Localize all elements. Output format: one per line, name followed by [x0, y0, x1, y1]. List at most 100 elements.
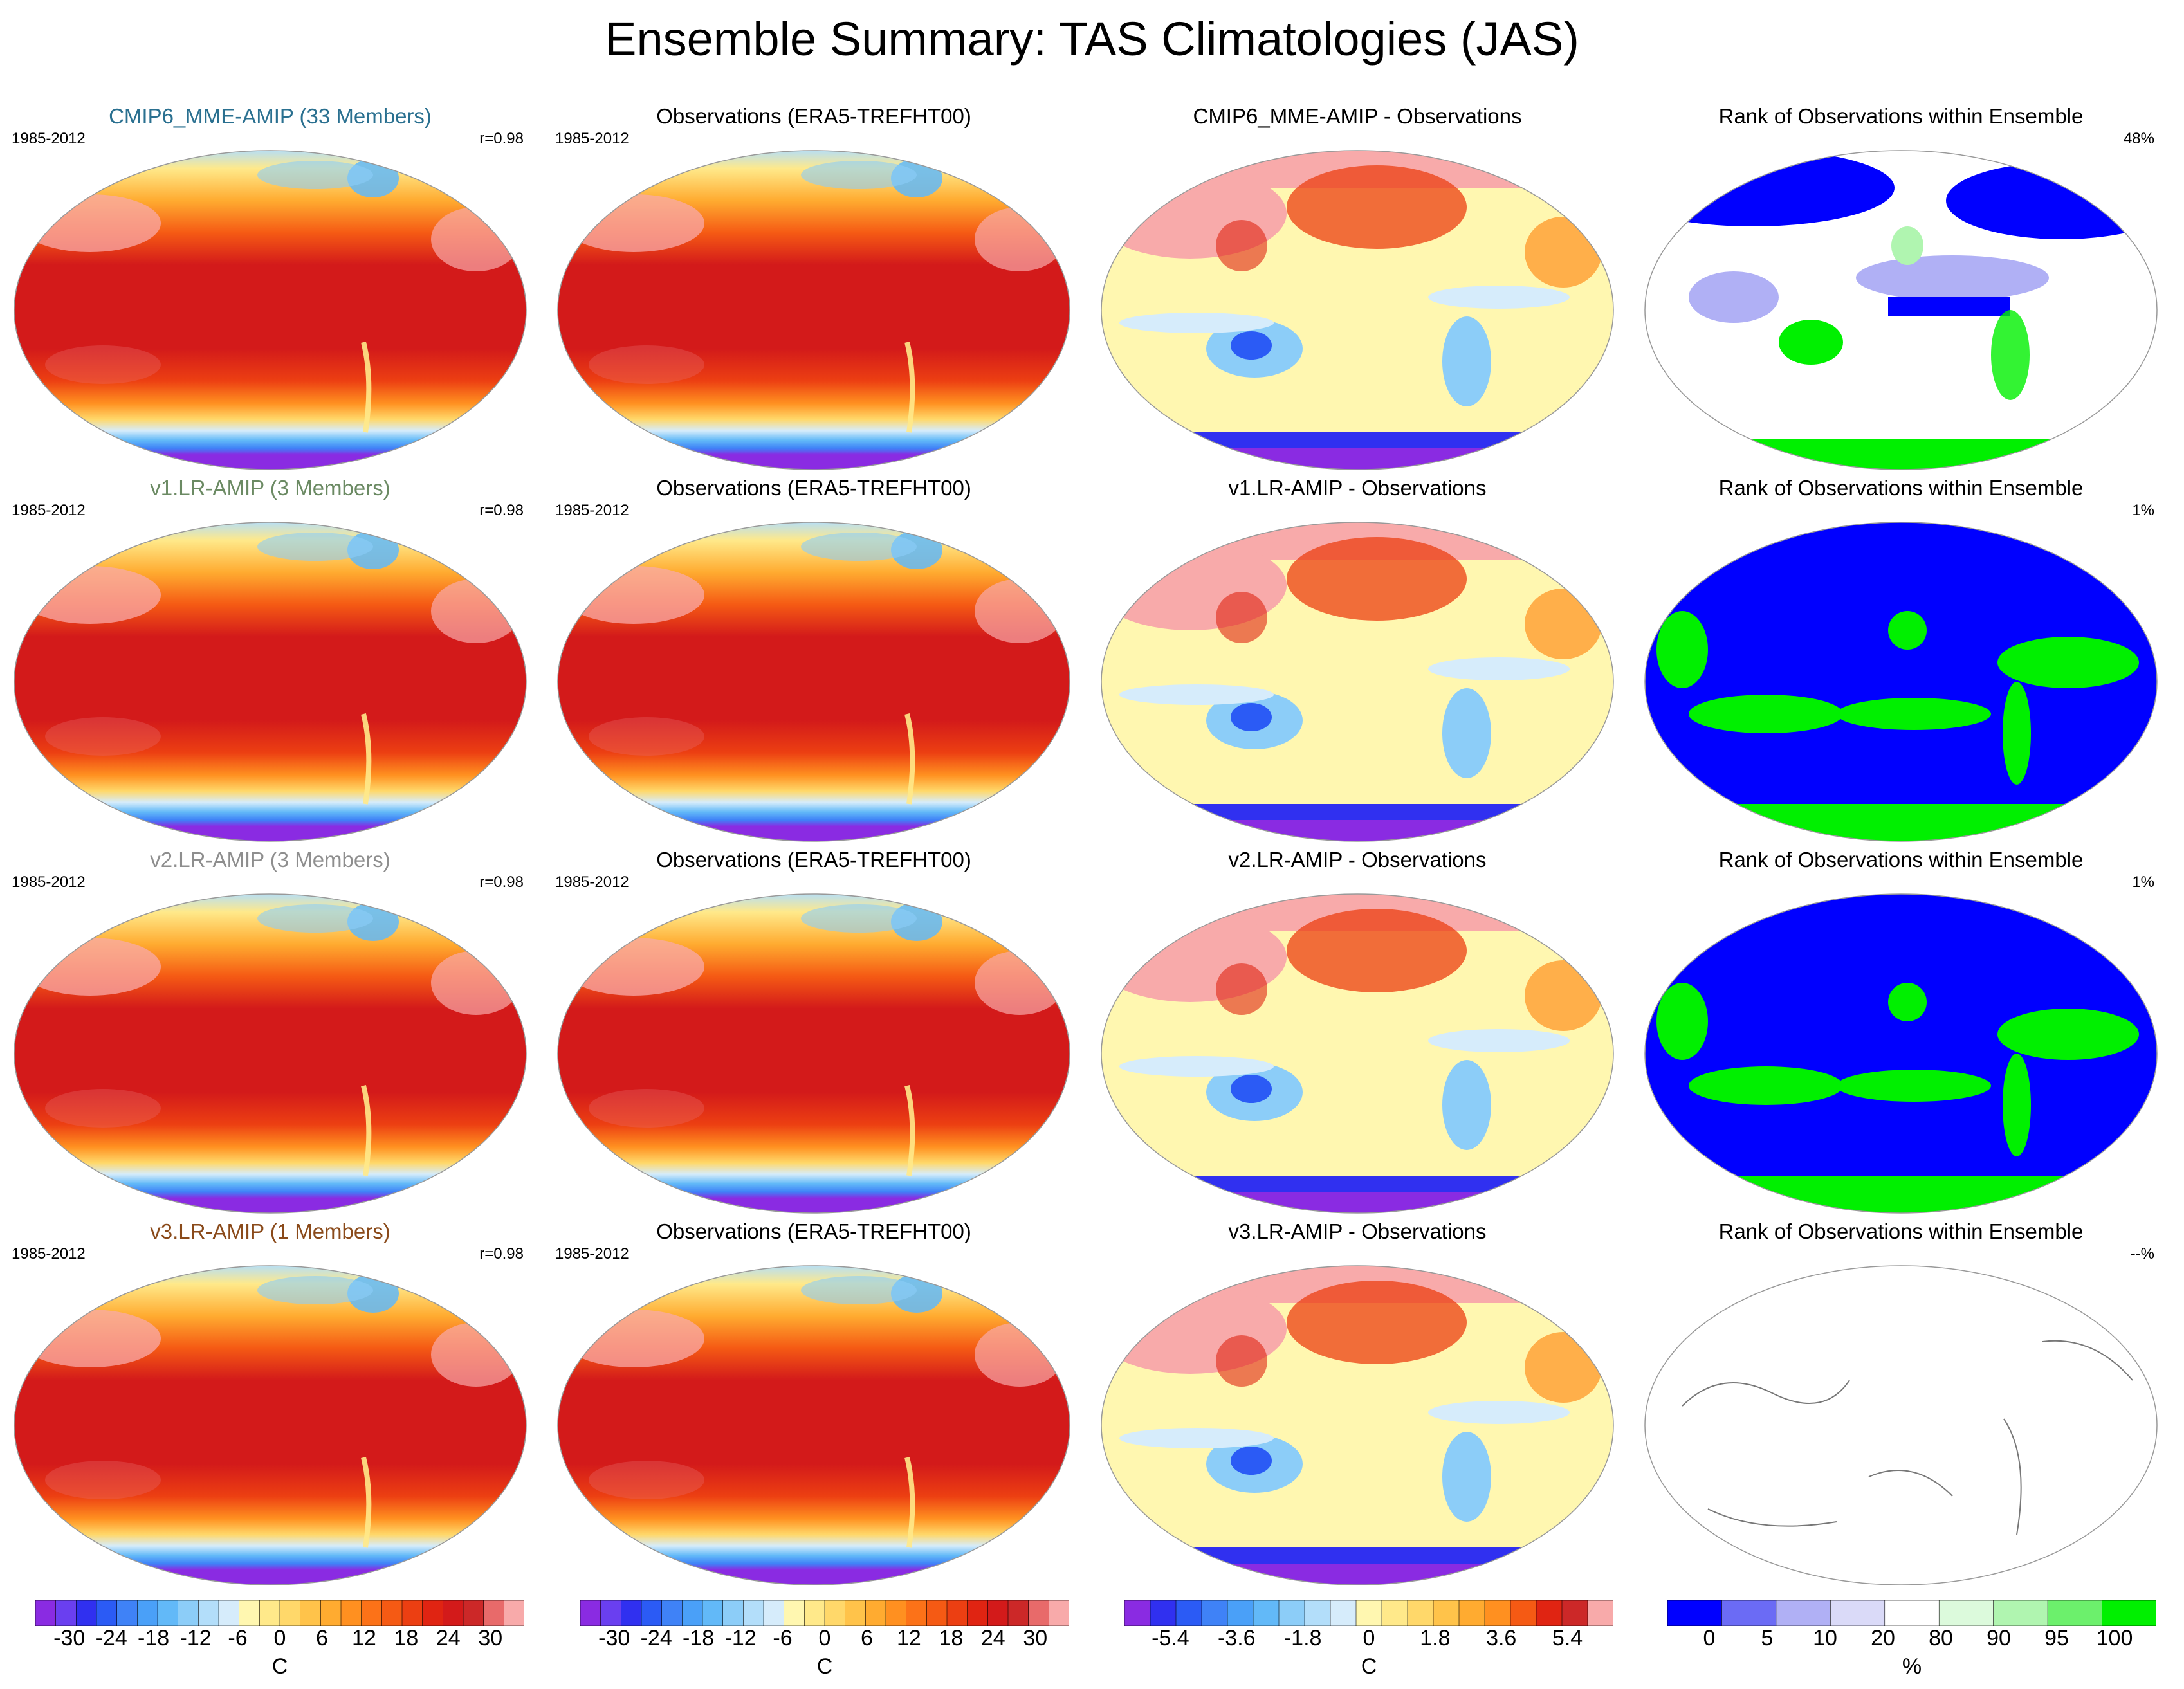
colorbar-swatch — [2047, 1600, 2103, 1626]
colorbar-swatch — [580, 1600, 601, 1626]
colorbar-unit: C — [816, 1654, 833, 1679]
colorbar-tick-label: -1.8 — [1283, 1626, 1322, 1650]
panel-title: Observations (ERA5-TREFHT00) — [656, 848, 971, 872]
period-label: 1985-2012 — [555, 873, 629, 891]
panel-title: v1.LR-AMIP (3 Members) — [150, 476, 390, 500]
model-panel-row-2: v1.LR-AMIP (3 Members) 1985-2012 r=0.98 — [0, 476, 540, 848]
colorbar-tick-label: 0 — [273, 1626, 286, 1650]
panel-title: v3.LR-AMIP (1 Members) — [150, 1219, 390, 1243]
temperature-map — [557, 1265, 1070, 1585]
colorbar-tick-label: -3.6 — [1217, 1626, 1256, 1650]
colorbar-swatch — [1355, 1600, 1382, 1626]
colorbar-swatch — [1510, 1600, 1537, 1626]
model-panel-row-4: v3.LR-AMIP (1 Members) 1985-2012 r=0.98 — [0, 1219, 540, 1591]
colorbar-swatch — [1227, 1600, 1254, 1626]
colorbar-tick-label: 0 — [818, 1626, 831, 1650]
colorbar-swatch — [401, 1600, 423, 1626]
temperature-map — [14, 1265, 527, 1585]
colorbar-swatch — [116, 1600, 138, 1626]
rank-map — [1644, 1265, 2158, 1585]
colorbar-tick-label: -24 — [95, 1626, 127, 1650]
colorbar-tick-label: 1.8 — [1420, 1626, 1451, 1650]
colorbar-swatch — [157, 1600, 179, 1626]
colorbar-tick-label: -30 — [53, 1626, 86, 1650]
colorbar-swatch — [218, 1600, 240, 1626]
colorbar-tick-label: -18 — [683, 1626, 715, 1650]
colorbar-swatch — [340, 1600, 362, 1626]
colorbar-tick-label: 30 — [478, 1626, 503, 1650]
panel-title: Observations (ERA5-TREFHT00) — [656, 1219, 971, 1243]
colorbar-swatch — [1049, 1600, 1069, 1626]
colorbar-swatch — [1007, 1600, 1029, 1626]
period-label: 1985-2012 — [12, 502, 86, 519]
temperature-map — [557, 150, 1070, 470]
colorbar-tick-label: 6 — [315, 1626, 328, 1650]
colorbar-swatch — [621, 1600, 642, 1626]
correlation-label: r=0.98 — [479, 873, 524, 891]
colorbar-swatch — [763, 1600, 785, 1626]
colorbar-swatch — [96, 1600, 118, 1626]
colorbar-unit: C — [1361, 1654, 1377, 1679]
colorbar-tick-label: 30 — [1023, 1626, 1048, 1650]
colorbar-swatch — [1304, 1600, 1331, 1626]
panel-title: v1.LR-AMIP - Observations — [1228, 476, 1487, 500]
obs-panel-row-1: Observations (ERA5-TREFHT00) 1985-2012 — [544, 104, 1084, 476]
rank-colorbar: 0 5 10 20 80 90 95 100% — [1667, 1600, 2156, 1683]
colorbar-swatch — [55, 1600, 77, 1626]
colorbar-swatch — [1330, 1600, 1357, 1626]
difference-map — [1101, 893, 1614, 1214]
panel-title: Observations (ERA5-TREFHT00) — [656, 104, 971, 128]
correlation-label: r=0.98 — [479, 1245, 524, 1263]
colorbar-swatch — [1830, 1600, 1886, 1626]
colorbar-swatch — [967, 1600, 989, 1626]
colorbar-tick-label: 24 — [436, 1626, 461, 1650]
model-panel-row-3: v2.LR-AMIP (3 Members) 1985-2012 r=0.98 — [0, 848, 540, 1219]
colorbar-swatch — [1407, 1600, 1434, 1626]
colorbar-tick-label: -6 — [773, 1626, 793, 1650]
panel-title: Rank of Observations within Ensemble — [1718, 1219, 2084, 1243]
rank-percent-label: --% — [2130, 1245, 2154, 1263]
difference-map — [1101, 150, 1614, 470]
colorbar-tick-label: 12 — [351, 1626, 376, 1650]
panel-title: Observations (ERA5-TREFHT00) — [656, 476, 971, 500]
colorbar-tick-label: 0 — [1363, 1626, 1375, 1650]
figure-title: Ensemble Summary: TAS Climatologies (JAS… — [605, 12, 1579, 66]
colorbar-unit: % — [1902, 1654, 1922, 1679]
colorbar-tick-label: 12 — [896, 1626, 921, 1650]
colorbar-swatch — [1433, 1600, 1460, 1626]
colorbar-swatch — [1175, 1600, 1202, 1626]
colorbar-swatch — [1028, 1600, 1050, 1626]
colorbar-swatch — [1253, 1600, 1280, 1626]
panel-title: v3.LR-AMIP - Observations — [1228, 1219, 1487, 1243]
period-label: 1985-2012 — [555, 502, 629, 519]
colorbar-swatch — [463, 1600, 484, 1626]
period-label: 1985-2012 — [12, 1245, 86, 1263]
colorbar-swatch — [1201, 1600, 1228, 1626]
difference-colorbar: -5.4 -3.6 -1.8 0 1.8 3.6 5.4 C — [1124, 1600, 1613, 1683]
colorbar-swatch — [35, 1600, 57, 1626]
temperature-map — [557, 893, 1070, 1214]
obs-panel-row-3: Observations (ERA5-TREFHT00) 1985-2012 — [544, 848, 1084, 1219]
colorbar-swatch — [443, 1600, 464, 1626]
colorbar-tick-label: 0 — [1703, 1626, 1716, 1650]
colorbar-swatch — [885, 1600, 907, 1626]
colorbar-swatch — [926, 1600, 948, 1626]
diff-panel-row-2: v1.LR-AMIP - Observations — [1087, 476, 1628, 848]
colorbar-tick-label: 95 — [2044, 1626, 2069, 1650]
obs-panel-row-4: Observations (ERA5-TREFHT00) 1985-2012 — [544, 1219, 1084, 1591]
panel-title: Rank of Observations within Ensemble — [1718, 104, 2084, 128]
colorbar-swatch — [198, 1600, 219, 1626]
rank-map — [1644, 522, 2158, 842]
colorbar-tick-label: -12 — [724, 1626, 757, 1650]
colorbar-swatch — [784, 1600, 805, 1626]
temperature-map — [14, 150, 527, 470]
temperature-map — [14, 893, 527, 1214]
model-panel-row-1: CMIP6_MME-AMIP (33 Members) 1985-2012 r=0.… — [0, 104, 540, 476]
colorbar-swatch — [361, 1600, 383, 1626]
temperature-colorbar-obs: -30 -24 -18 -12 -6 0 6 12 18 24 30 C — [580, 1600, 1069, 1683]
colorbar-swatch — [279, 1600, 301, 1626]
difference-map — [1101, 522, 1614, 842]
correlation-label: r=0.98 — [479, 130, 524, 147]
colorbar-tick-label: 90 — [1987, 1626, 2011, 1650]
colorbar-swatch — [743, 1600, 764, 1626]
